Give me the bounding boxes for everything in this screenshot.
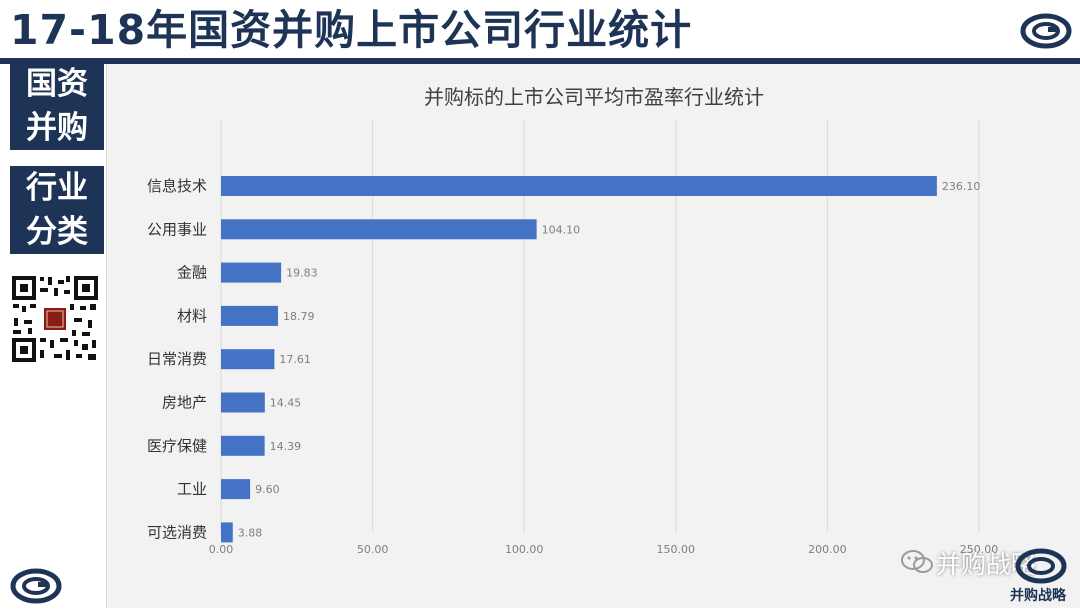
bar bbox=[221, 392, 265, 413]
x-tick-label: 50.00 bbox=[357, 543, 389, 556]
chart-panel: 并购标的上市公司平均市盈率行业统计 0.00 50.00 100.00 150.00 20… bbox=[106, 64, 1080, 608]
data-label: 17.61 bbox=[279, 353, 311, 366]
bar bbox=[221, 176, 937, 196]
category-label: 工业 bbox=[177, 480, 207, 498]
bar bbox=[221, 305, 278, 326]
category-label: 日常消费 bbox=[147, 350, 207, 368]
wechat-icon bbox=[901, 550, 933, 573]
qr-code-icon bbox=[10, 274, 100, 364]
x-tick-label: 200.00 bbox=[808, 543, 847, 556]
category-label: 可选消费 bbox=[147, 523, 207, 541]
category-label: 公用事业 bbox=[147, 220, 207, 238]
x-tick-label: 150.00 bbox=[657, 543, 696, 556]
bar bbox=[221, 479, 251, 500]
category-label: 房地产 bbox=[162, 394, 207, 412]
bar bbox=[221, 262, 282, 283]
data-label: 3.88 bbox=[238, 526, 263, 539]
sidebar-block-line: 并购 bbox=[26, 110, 88, 146]
bar bbox=[221, 522, 233, 543]
x-tick-label: 0.00 bbox=[209, 543, 234, 556]
bar bbox=[221, 219, 537, 240]
x-tick-label: 250.00 bbox=[960, 543, 999, 556]
data-label: 104.10 bbox=[542, 223, 581, 236]
sidebar-block-guozi: 国资 并购 bbox=[10, 62, 104, 150]
sidebar-block-line: 国资 bbox=[26, 66, 88, 102]
category-label: 医疗保健 bbox=[147, 437, 207, 455]
bar bbox=[221, 349, 275, 370]
chart-title: 并购标的上市公司平均市盈率行业统计 bbox=[424, 85, 764, 109]
header-divider bbox=[0, 58, 1080, 64]
sidebar-block-hangye: 行业 分类 bbox=[10, 166, 104, 254]
data-label: 19.83 bbox=[286, 267, 318, 280]
data-label: 18.79 bbox=[283, 310, 315, 323]
sidebar-block-line: 行业 bbox=[26, 170, 88, 206]
data-label: 9.60 bbox=[255, 483, 279, 496]
page-title: 17-18年国资并购上市公司行业统计 bbox=[10, 6, 693, 54]
data-label: 14.45 bbox=[270, 397, 302, 410]
data-label: 14.39 bbox=[270, 440, 302, 453]
watermark-logo-icon bbox=[1015, 548, 1067, 584]
category-label: 材料 bbox=[177, 307, 207, 325]
watermark-caption: 并购战略 bbox=[1010, 588, 1066, 604]
brand-logo-icon bbox=[10, 568, 62, 604]
brand-logo-icon bbox=[1020, 13, 1072, 49]
bar bbox=[221, 435, 265, 456]
bar-chart: 并购标的上市公司平均市盈率行业统计 0.00 50.00 100.00 150.00 20… bbox=[147, 85, 999, 556]
data-label: 236.10 bbox=[942, 180, 981, 193]
sidebar-block-line: 分类 bbox=[26, 214, 88, 250]
category-label: 信息技术 bbox=[147, 177, 207, 195]
category-label: 金融 bbox=[177, 264, 207, 282]
x-tick-label: 100.00 bbox=[505, 543, 544, 556]
